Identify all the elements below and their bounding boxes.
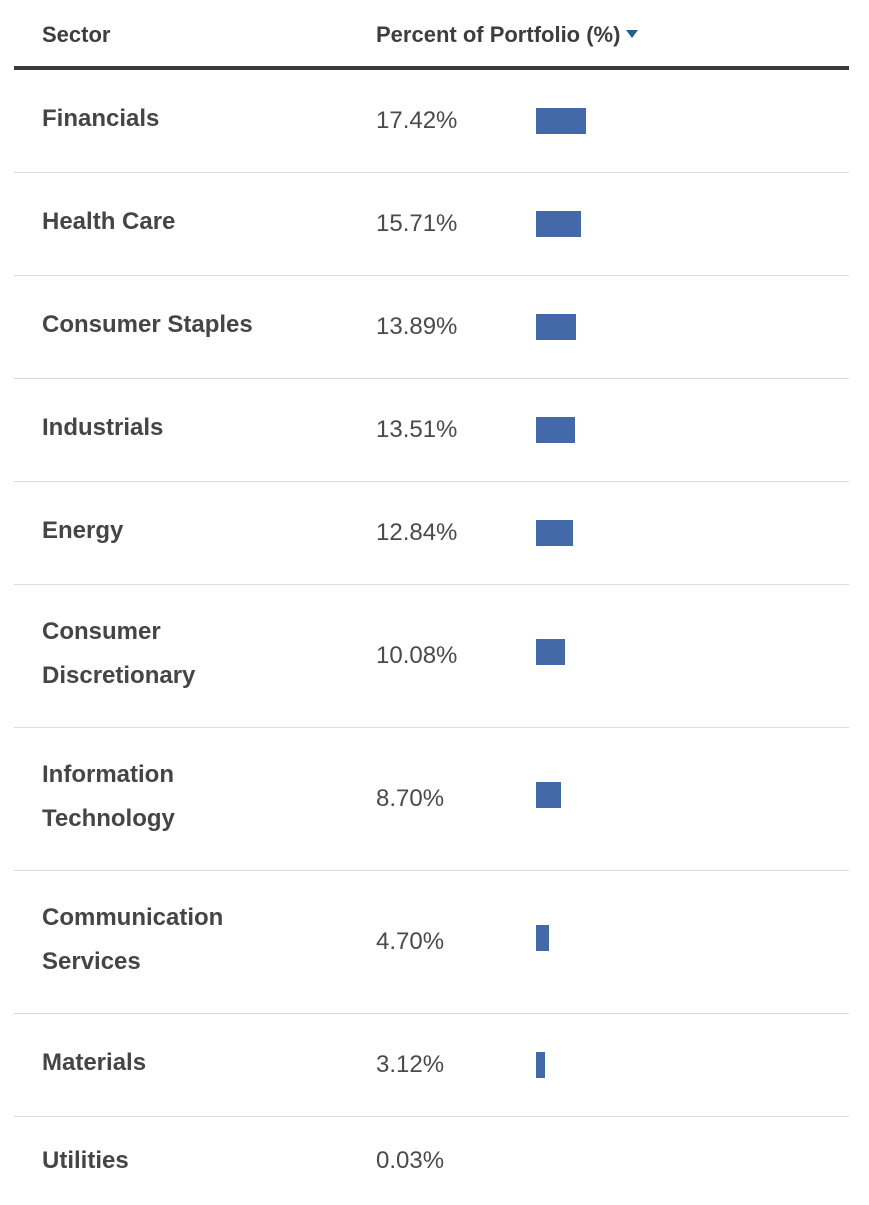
- percent-column-header-label: Percent of Portfolio (%): [376, 22, 621, 47]
- percent-value: 17.42%: [376, 107, 458, 134]
- percent-column-header[interactable]: Percent of Portfolio (%): [376, 22, 639, 48]
- table-row: Industrials 13.51%: [14, 379, 849, 482]
- table-row: Information Technology 8.70%: [14, 728, 849, 871]
- percent-value: 10.08%: [376, 642, 458, 669]
- percent-bar: [536, 639, 565, 665]
- table-header: Sector Percent of Portfolio (%): [14, 0, 849, 70]
- table-row: Energy 12.84%: [14, 482, 849, 585]
- percent-value: 3.12%: [376, 1051, 445, 1078]
- percent-value: 4.70%: [376, 928, 445, 955]
- percent-bar: [536, 925, 549, 951]
- table-row: Materials 3.12%: [14, 1014, 849, 1117]
- sector-name: Information Technology: [42, 761, 175, 832]
- sector-name: Energy: [42, 517, 124, 544]
- percent-value: 13.89%: [376, 313, 458, 340]
- sector-name: Health Care: [42, 208, 176, 235]
- percent-bar: [536, 211, 581, 237]
- percent-bar: [536, 782, 561, 808]
- table-row: Consumer Discretionary 10.08%: [14, 585, 849, 728]
- sector-table: Sector Percent of Portfolio (%) Financia…: [14, 0, 849, 1205]
- sector-name: Materials: [42, 1049, 147, 1076]
- percent-bar: [536, 520, 573, 546]
- table-row: Utilities 0.03%: [14, 1117, 849, 1205]
- table-row: Financials 17.42%: [14, 70, 849, 173]
- sector-name: Consumer Discretionary: [42, 618, 196, 689]
- percent-bar: [536, 417, 575, 443]
- percent-value: 0.03%: [376, 1147, 445, 1174]
- percent-value: 12.84%: [376, 519, 458, 546]
- percent-bar: [536, 108, 586, 134]
- sector-name: Industrials: [42, 414, 164, 441]
- sector-name: Financials: [42, 105, 160, 132]
- sector-name: Utilities: [42, 1147, 129, 1174]
- percent-bar: [536, 1052, 545, 1078]
- sector-name: Communication Services: [42, 904, 224, 975]
- table-row: Communication Services 4.70%: [14, 871, 849, 1014]
- table-body: Financials 17.42% Health Care 15.71% Consume…: [14, 70, 849, 1205]
- percent-value: 15.71%: [376, 210, 458, 237]
- percent-value: 8.70%: [376, 785, 445, 812]
- sort-descending-icon[interactable]: [626, 30, 639, 38]
- sector-column-header: Sector: [42, 22, 111, 47]
- percent-value: 13.51%: [376, 416, 458, 443]
- percent-bar: [536, 314, 576, 340]
- table-row: Consumer Staples 13.89%: [14, 276, 849, 379]
- sector-name: Consumer Staples: [42, 311, 253, 338]
- table-row: Health Care 15.71%: [14, 173, 849, 276]
